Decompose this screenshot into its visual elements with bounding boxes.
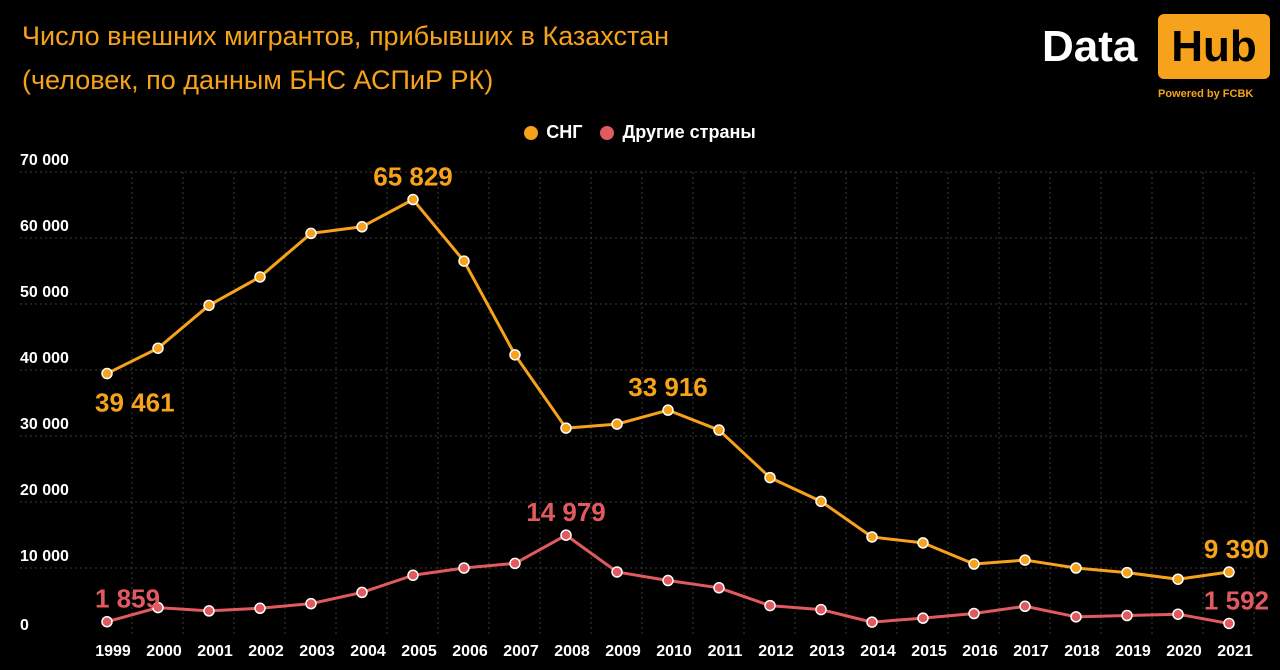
datahub-logo: Data Hub Powered by FCBK: [1042, 14, 1272, 104]
legend-item-other: Другие страны: [600, 122, 756, 143]
data-point-other: [560, 529, 572, 541]
data-point-cis: [611, 418, 623, 430]
data-point-cis: [305, 227, 317, 240]
chart-legend: СНГ Другие страны: [0, 122, 1280, 143]
x-tick-label: 2016: [962, 643, 998, 660]
data-point-other: [305, 597, 317, 610]
data-point-other: [458, 562, 470, 574]
y-tick-label: 10 000: [20, 548, 69, 565]
data-label-cis: 65 829: [373, 162, 453, 192]
legend-label-cis: СНГ: [546, 122, 583, 142]
data-point-other: [968, 607, 980, 620]
data-label-other: 1 592: [1204, 585, 1269, 615]
x-tick-label: 2009: [605, 643, 641, 660]
data-point-cis: [917, 537, 929, 549]
data-point-other: [254, 602, 266, 615]
data-label-cis: 33 916: [628, 372, 708, 402]
chart-subtitle: (человек, по данным БНС АСПиР РК): [22, 65, 494, 95]
legend-item-cis: СНГ: [524, 122, 582, 143]
data-point-cis: [254, 271, 266, 283]
legend-marker-cis: [524, 125, 539, 140]
y-tick-label: 0: [20, 617, 29, 634]
data-label-cis: 39 461: [95, 388, 175, 418]
data-point-cis: [560, 422, 572, 434]
y-tick-label: 40 000: [20, 350, 69, 367]
data-point-other: [101, 615, 113, 628]
x-tick-label: 1999: [95, 643, 131, 660]
data-point-other: [356, 586, 368, 599]
data-point-cis: [356, 221, 368, 233]
data-point-cis: [1121, 566, 1133, 579]
y-tick-label: 20 000: [20, 482, 69, 499]
data-point-other: [611, 566, 623, 578]
data-point-other: [1019, 600, 1031, 613]
x-tick-label: 2011: [708, 643, 743, 660]
chart-title-block: Число внешних мигрантов, прибывших в Каз…: [22, 14, 922, 102]
data-point-cis: [1019, 554, 1031, 566]
data-point-other: [1172, 608, 1184, 620]
data-point-other: [1223, 617, 1235, 630]
logo-word-hub: Hub: [1158, 14, 1270, 79]
x-tick-label: 2021: [1217, 643, 1253, 660]
y-tick-label: 30 000: [20, 416, 69, 433]
data-point-cis: [101, 367, 113, 380]
data-point-cis: [1172, 573, 1184, 585]
data-point-other: [203, 605, 215, 617]
x-tick-label: 2004: [350, 643, 386, 660]
data-point-cis: [1223, 566, 1235, 578]
data-point-cis: [152, 342, 164, 354]
data-label-cis: 9 390: [1204, 534, 1269, 564]
data-point-other: [917, 612, 929, 624]
x-tick-label: 2006: [452, 643, 488, 660]
x-tick-label: 2018: [1064, 643, 1100, 660]
x-tick-label: 2007: [503, 643, 539, 660]
x-tick-label: 2019: [1115, 643, 1151, 660]
data-point-cis: [1070, 562, 1082, 574]
data-label-other: 1 859: [95, 584, 160, 614]
data-label-other: 14 979: [526, 497, 606, 527]
x-tick-label: 2008: [554, 643, 590, 660]
legend-marker-other: [600, 125, 615, 140]
data-point-other: [815, 603, 827, 616]
x-tick-label: 2002: [248, 643, 284, 660]
data-point-cis: [713, 424, 725, 436]
data-point-other: [1070, 611, 1082, 623]
data-point-cis: [203, 299, 215, 312]
data-point-other: [509, 557, 521, 570]
chart-title: Число внешних мигрантов, прибывших в Каз…: [22, 21, 669, 51]
data-point-other: [713, 582, 725, 594]
x-tick-label: 2010: [656, 643, 692, 660]
x-tick-label: 2012: [758, 643, 794, 660]
x-tick-label: 2013: [809, 643, 845, 660]
data-point-other: [764, 599, 776, 612]
data-point-other: [1121, 609, 1133, 622]
data-point-cis: [509, 349, 521, 361]
data-point-cis: [968, 558, 980, 570]
x-tick-label: 2017: [1013, 643, 1049, 660]
data-point-other: [662, 574, 674, 587]
x-tick-label: 2014: [860, 643, 896, 660]
y-tick-label: 70 000: [20, 152, 69, 169]
x-tick-label: 2005: [401, 643, 437, 660]
data-point-other: [407, 569, 419, 582]
logo-word-data: Data: [1042, 22, 1138, 71]
data-point-cis: [458, 255, 470, 267]
data-point-other: [152, 601, 164, 614]
data-point-cis: [764, 471, 776, 484]
x-tick-label: 2003: [299, 643, 335, 660]
data-point-cis: [866, 531, 878, 543]
x-tick-label: 2020: [1166, 643, 1202, 660]
legend-label-other: Другие страны: [622, 122, 756, 142]
x-tick-label: 2001: [197, 643, 233, 660]
x-tick-label: 2000: [146, 643, 182, 660]
data-point-cis: [407, 193, 419, 206]
data-point-other: [866, 616, 878, 628]
logo-powered-by: Powered by FCBK: [1158, 88, 1254, 100]
data-point-cis: [662, 404, 674, 416]
y-tick-label: 60 000: [20, 218, 69, 235]
data-point-cis: [815, 495, 827, 508]
y-tick-label: 50 000: [20, 284, 69, 301]
x-tick-label: 2015: [911, 643, 947, 660]
